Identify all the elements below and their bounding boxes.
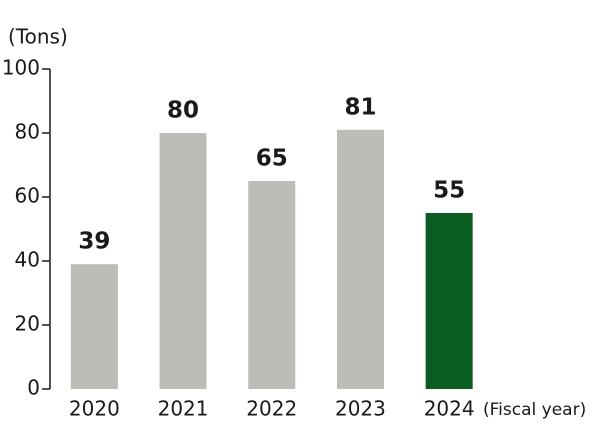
bar <box>248 181 296 389</box>
y-tick-label: 80 <box>15 120 40 144</box>
x-tick-label: 2021 <box>158 397 209 421</box>
x-tick-label: 2022 <box>246 397 297 421</box>
x-axis-label: (Fiscal year) <box>483 400 586 420</box>
bar <box>159 133 207 389</box>
value-label: 81 <box>344 94 376 120</box>
value-label: 39 <box>78 229 110 255</box>
x-tick-label: 2020 <box>69 397 120 421</box>
x-tick-label: 2024 <box>424 397 475 421</box>
y-tick-label: 0 <box>27 376 40 400</box>
value-label: 55 <box>433 178 465 204</box>
bar <box>336 129 384 390</box>
value-label: 65 <box>256 146 288 172</box>
bar <box>425 213 473 389</box>
y-tick-label: 20 <box>15 312 40 336</box>
y-tick-label: 60 <box>15 184 40 208</box>
x-tick-label: 2023 <box>335 397 386 421</box>
value-label: 80 <box>167 98 199 124</box>
y-tick-label: 100 <box>2 56 40 80</box>
y-axis-label: (Tons) <box>8 25 68 49</box>
bar <box>70 264 118 389</box>
y-tick-label: 40 <box>15 248 40 272</box>
